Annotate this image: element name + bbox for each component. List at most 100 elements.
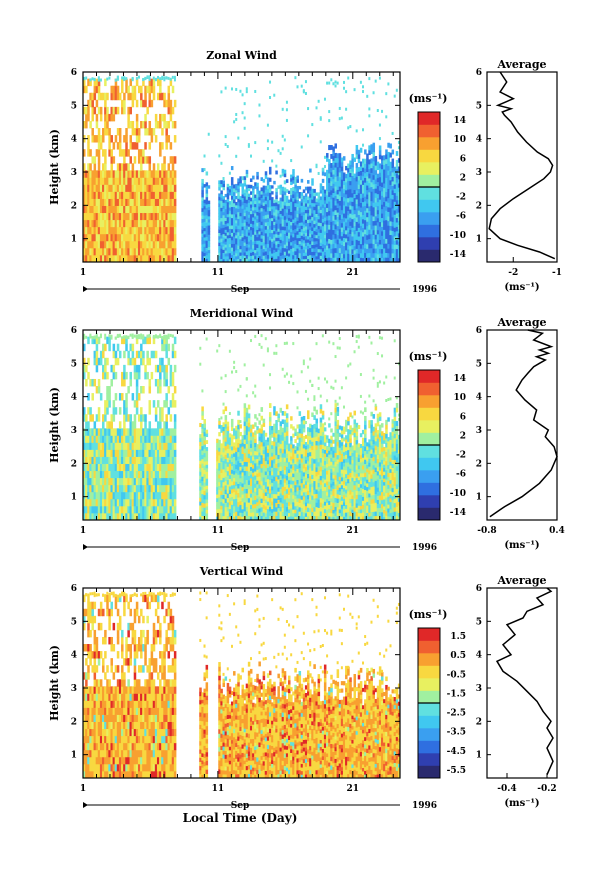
heatmap-cell [258, 203, 261, 207]
heatmap-cell [152, 456, 156, 464]
heatmap-cell [294, 239, 297, 244]
heatmap-cell [254, 258, 257, 263]
heatmap-cell [205, 196, 209, 201]
heatmap-cell [140, 477, 143, 486]
heatmap-cell [99, 463, 103, 472]
heatmap-cell [319, 219, 323, 224]
heatmap-cell [366, 207, 369, 213]
heatmap-cell [328, 110, 331, 114]
heatmap-cell [264, 243, 268, 248]
heatmap-cell [353, 181, 357, 187]
heatmap-cell [228, 459, 232, 464]
heatmap-cell [387, 151, 390, 157]
heatmap-cell [224, 86, 227, 90]
heatmap-cell [237, 483, 240, 489]
heatmap-cell [233, 199, 236, 204]
heatmap-cell [235, 464, 238, 470]
heatmap-cell [106, 393, 109, 401]
heatmap-cell [374, 197, 378, 203]
heatmap-cell [129, 226, 133, 235]
heatmap-cell [304, 186, 308, 191]
heatmap-cell [125, 442, 128, 450]
heatmap-cell [150, 78, 154, 87]
heatmap-cell [220, 468, 223, 473]
heatmap-cell [114, 484, 118, 493]
heatmap-cell [387, 188, 390, 194]
heatmap-cell [258, 227, 261, 232]
heatmap-cell [146, 76, 149, 80]
heatmap-cell [230, 225, 234, 230]
heatmap-cell [385, 186, 388, 193]
heatmap-cell [311, 223, 314, 228]
heatmap-cell [256, 491, 259, 496]
heatmap-cell [332, 192, 335, 198]
heatmap-cell [279, 233, 283, 237]
heatmap-cell [323, 227, 327, 232]
heatmap-cell [110, 505, 113, 514]
heatmap-cell [330, 226, 333, 231]
heatmap-cell [376, 201, 380, 207]
heatmap-cell [161, 336, 164, 345]
heatmap-cell [256, 243, 259, 248]
heatmap-cell [393, 227, 397, 233]
heatmap-cell [273, 428, 276, 433]
heatmap-cell [85, 226, 88, 235]
heatmap-cell [273, 436, 276, 442]
heatmap-cell [247, 187, 251, 192]
heatmap-cell [281, 251, 285, 256]
heatmap-cell [247, 220, 251, 224]
heatmap-cell [91, 240, 94, 249]
profile-y-tick-label: 1 [476, 235, 482, 245]
heatmap-cell [220, 193, 223, 198]
heatmap-cell [142, 205, 145, 214]
heatmap-cell [226, 192, 230, 197]
heatmap-cell [393, 218, 397, 224]
heatmap-cell [372, 243, 376, 249]
heatmap-cell [243, 488, 247, 494]
heatmap-cell [309, 190, 312, 195]
heatmap-cell [99, 184, 103, 192]
heatmap-cell [102, 477, 105, 486]
heatmap-cell [340, 240, 344, 245]
heatmap-cell [205, 225, 209, 230]
heatmap-cell [256, 247, 259, 252]
heatmap-cell [106, 170, 109, 178]
heatmap-cell [319, 202, 323, 207]
heatmap-cell [309, 200, 312, 205]
heatmap-cell [228, 210, 232, 214]
heatmap-cell [233, 445, 236, 450]
heatmap-cell [241, 483, 245, 488]
heatmap-cell [338, 195, 342, 201]
heatmap-cell [150, 512, 154, 521]
heatmap-cell [125, 336, 128, 345]
heatmap-cell [116, 219, 120, 228]
heatmap-cell [144, 142, 147, 150]
heatmap-cell [135, 407, 139, 415]
heatmap-cell [342, 257, 346, 263]
heatmap-cell [112, 343, 116, 352]
heatmap-cell [397, 241, 401, 246]
heatmap-cell [271, 217, 274, 222]
heatmap-cell [249, 184, 253, 189]
heatmap-cell [268, 207, 272, 212]
heatmap-cell [146, 106, 149, 115]
heatmap-cell [389, 211, 392, 217]
heatmap-cell [243, 479, 247, 485]
heatmap-cell [203, 431, 206, 437]
heatmap-cell [239, 454, 242, 460]
heatmap-cell [137, 477, 141, 486]
heatmap-cell [137, 364, 141, 373]
heatmap-cell [169, 364, 173, 373]
heatmap-cell [85, 85, 88, 94]
heatmap-cell [273, 467, 276, 473]
heatmap-cell [173, 364, 177, 373]
heatmap-cell [205, 211, 209, 216]
heatmap-cell [226, 255, 230, 260]
heatmap-cell [277, 225, 280, 229]
heatmap-cell [222, 249, 225, 253]
heatmap-cell [125, 205, 128, 214]
heatmap-cell [97, 191, 101, 199]
heatmap-cell [97, 505, 101, 514]
heatmap-cell [247, 202, 251, 206]
heatmap-cell [298, 216, 302, 220]
